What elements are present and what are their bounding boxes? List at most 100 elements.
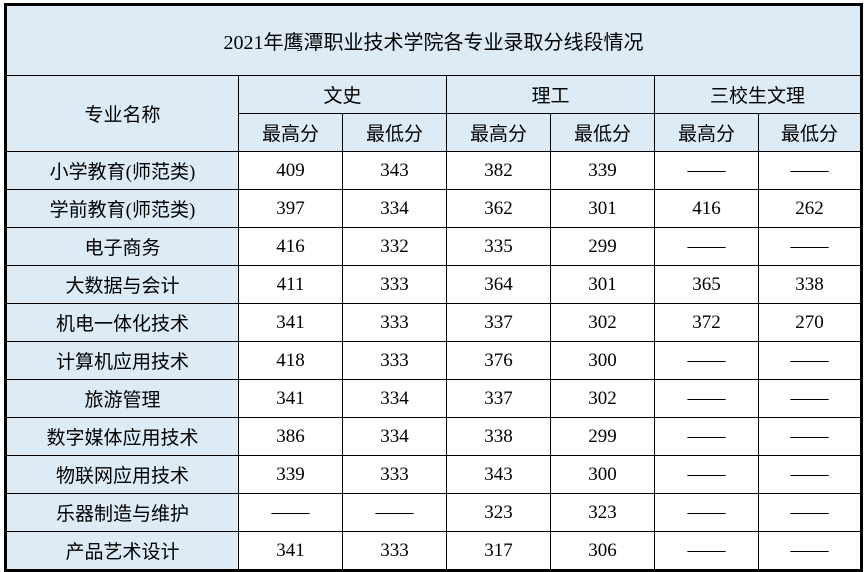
score-cell: ——	[758, 151, 862, 190]
score-cell: 338	[446, 417, 551, 456]
score-cell: 299	[550, 227, 655, 266]
table-row: 计算机应用技术 418 333 376 300 —— ——	[5, 341, 862, 380]
score-cell: 332	[342, 227, 447, 266]
score-cell: 372	[654, 303, 759, 342]
major-name-cell: 计算机应用技术	[5, 341, 239, 380]
score-cell: 416	[238, 227, 343, 266]
score-cell: ——	[758, 227, 862, 266]
major-name-cell: 产品艺术设计	[5, 531, 239, 571]
score-cell: 323	[550, 493, 655, 532]
major-name-cell: 数字媒体应用技术	[5, 417, 239, 456]
score-cell: 302	[550, 303, 655, 342]
score-cell: 334	[342, 189, 447, 228]
header-major: 专业名称	[5, 75, 239, 152]
score-cell: 411	[238, 265, 343, 304]
header-group-wenshi: 文史	[238, 75, 447, 114]
score-cell: ——	[654, 455, 759, 494]
score-cell: 376	[446, 341, 551, 380]
score-cell: 300	[550, 455, 655, 494]
score-cell: 343	[446, 455, 551, 494]
score-cell: 262	[758, 189, 862, 228]
score-cell: ——	[654, 531, 759, 571]
score-cell: 341	[238, 303, 343, 342]
table-title: 2021年鹰潭职业技术学院各专业录取分线段情况	[5, 4, 862, 76]
score-cell: ——	[654, 151, 759, 190]
header-max: 最高分	[446, 113, 551, 152]
major-name-cell: 电子商务	[5, 227, 239, 266]
score-cell: 382	[446, 151, 551, 190]
major-name-cell: 物联网应用技术	[5, 455, 239, 494]
score-cell: 270	[758, 303, 862, 342]
score-cell: ——	[758, 341, 862, 380]
score-cell: 333	[342, 265, 447, 304]
table-row: 产品艺术设计 341 333 317 306 —— ——	[5, 531, 862, 571]
table-row: 乐器制造与维护 —— —— 323 323 —— ——	[5, 493, 862, 532]
major-name-cell: 学前教育(师范类)	[5, 189, 239, 228]
score-cell: 343	[342, 151, 447, 190]
table-row: 机电一体化技术 341 333 337 302 372 270	[5, 303, 862, 342]
score-cell: 306	[550, 531, 655, 571]
score-cell: 362	[446, 189, 551, 228]
score-cell: ——	[654, 341, 759, 380]
header-group-sanxiaosheng: 三校生文理	[654, 75, 862, 114]
major-name-cell: 机电一体化技术	[5, 303, 239, 342]
score-cell: 337	[446, 303, 551, 342]
score-cell: 338	[758, 265, 862, 304]
header-max: 最高分	[654, 113, 759, 152]
score-cell: 333	[342, 303, 447, 342]
header-group-ligong: 理工	[446, 75, 655, 114]
table-row: 学前教育(师范类) 397 334 362 301 416 262	[5, 189, 862, 228]
score-cell: 317	[446, 531, 551, 571]
score-cell: 365	[654, 265, 759, 304]
major-name-cell: 大数据与会计	[5, 265, 239, 304]
score-cell: 364	[446, 265, 551, 304]
header-min: 最低分	[342, 113, 447, 152]
score-cell: 300	[550, 341, 655, 380]
score-cell: 418	[238, 341, 343, 380]
major-name-cell: 乐器制造与维护	[5, 493, 239, 532]
score-cell: 334	[342, 379, 447, 418]
score-cell: 299	[550, 417, 655, 456]
score-cell: 333	[342, 531, 447, 571]
score-cell: ——	[654, 379, 759, 418]
score-cell: ——	[654, 417, 759, 456]
score-cell: 337	[446, 379, 551, 418]
admission-score-table: 2021年鹰潭职业技术学院各专业录取分线段情况 专业名称 文史 理工 三校生文理…	[4, 3, 863, 572]
table-row: 物联网应用技术 339 333 343 300 —— ——	[5, 455, 862, 494]
score-cell: ——	[342, 493, 447, 532]
score-cell: ——	[758, 417, 862, 456]
major-name-cell: 小学教育(师范类)	[5, 151, 239, 190]
score-cell: 334	[342, 417, 447, 456]
score-cell: ——	[758, 379, 862, 418]
score-cell: 333	[342, 455, 447, 494]
score-cell: 386	[238, 417, 343, 456]
score-cell: 341	[238, 379, 343, 418]
score-cell: 301	[550, 189, 655, 228]
table-row: 数字媒体应用技术 386 334 338 299 —— ——	[5, 417, 862, 456]
score-cell: 333	[342, 341, 447, 380]
table-row: 小学教育(师范类) 409 343 382 339 —— ——	[5, 151, 862, 190]
score-cell: ——	[654, 493, 759, 532]
score-cell: 302	[550, 379, 655, 418]
header-min: 最低分	[550, 113, 655, 152]
header-max: 最高分	[238, 113, 343, 152]
score-cell: 339	[238, 455, 343, 494]
score-cell: 323	[446, 493, 551, 532]
major-name-cell: 旅游管理	[5, 379, 239, 418]
score-cell: 416	[654, 189, 759, 228]
score-cell: ——	[758, 493, 862, 532]
score-cell: ——	[758, 531, 862, 571]
score-cell: 409	[238, 151, 343, 190]
score-cell: 339	[550, 151, 655, 190]
score-cell: ——	[758, 455, 862, 494]
score-cell: 301	[550, 265, 655, 304]
score-cell: ——	[238, 493, 343, 532]
table-row: 电子商务 416 332 335 299 —— ——	[5, 227, 862, 266]
score-cell: 397	[238, 189, 343, 228]
header-min: 最低分	[758, 113, 862, 152]
table-row: 旅游管理 341 334 337 302 —— ——	[5, 379, 862, 418]
score-cell: 335	[446, 227, 551, 266]
score-cell: 341	[238, 531, 343, 571]
score-cell: ——	[654, 227, 759, 266]
table-row: 大数据与会计 411 333 364 301 365 338	[5, 265, 862, 304]
